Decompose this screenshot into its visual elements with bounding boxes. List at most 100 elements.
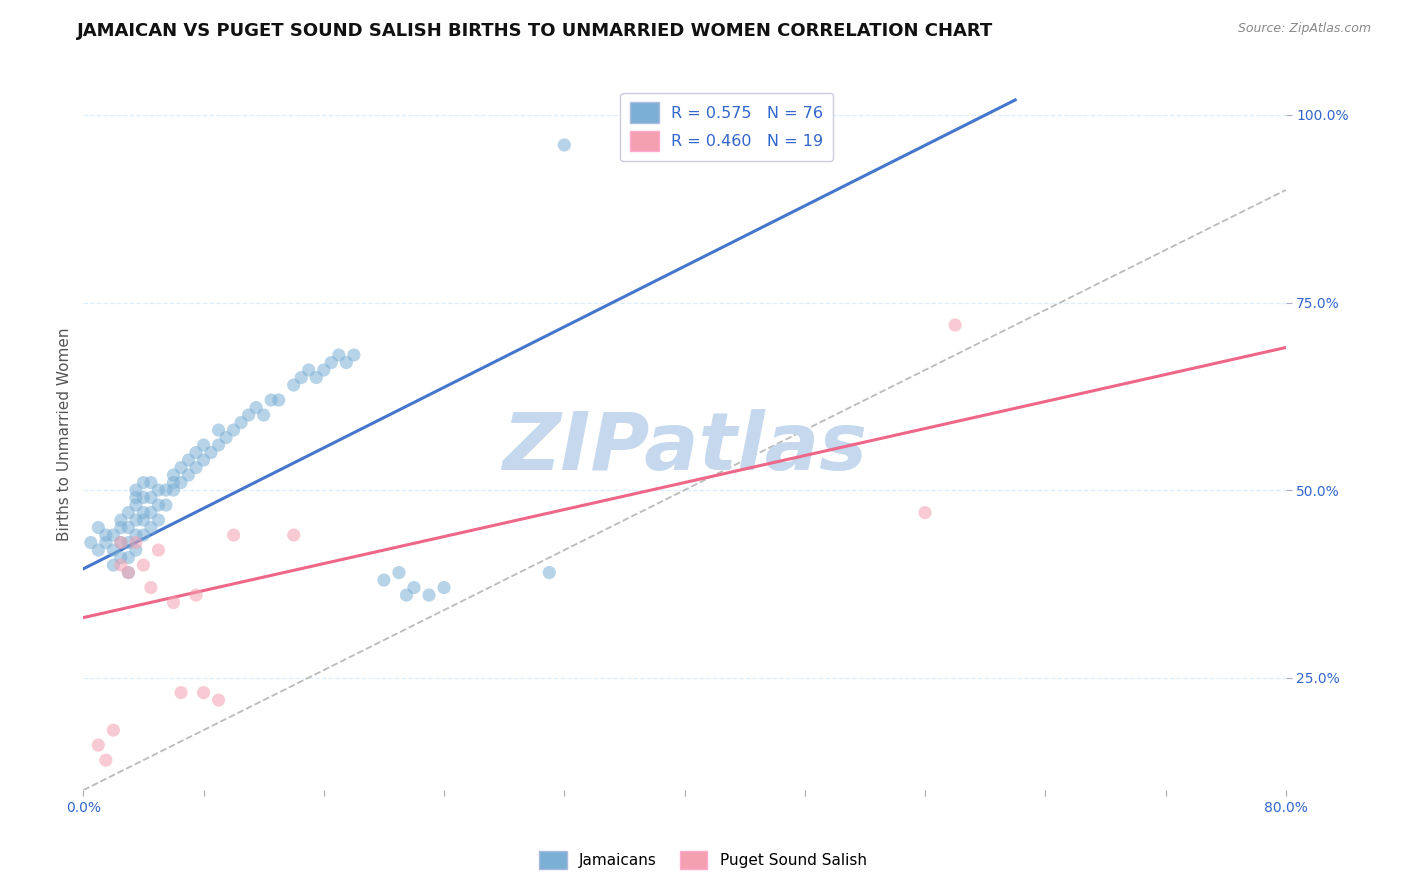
Point (125, 543, 148, 558)
Point (117, 520, 139, 534)
Point (110, 558, 132, 572)
Point (335, 355, 357, 369)
Point (148, 513, 170, 527)
Point (553, 138, 575, 153)
Point (290, 370, 312, 384)
Point (343, 348, 366, 362)
Legend: R = 0.575   N = 76, R = 0.460   N = 19: R = 0.575 N = 76, R = 0.460 N = 19 (620, 93, 834, 161)
Point (943, 318, 966, 332)
Point (110, 520, 132, 534)
Point (321, 355, 343, 369)
Point (125, 483, 148, 497)
Point (139, 506, 162, 520)
Point (418, 588, 440, 602)
Point (103, 528, 125, 542)
Point (125, 528, 148, 542)
Point (328, 348, 350, 362)
Point (177, 468, 200, 483)
Text: Source: ZipAtlas.com: Source: ZipAtlas.com (1237, 22, 1371, 36)
Point (162, 483, 184, 497)
Point (193, 685, 215, 699)
Point (125, 535, 148, 549)
Y-axis label: Births to Unmarried Women: Births to Unmarried Women (58, 327, 72, 541)
Point (184, 588, 207, 602)
Point (87, 738, 110, 752)
Point (267, 392, 290, 407)
Point (395, 588, 418, 602)
Point (222, 423, 245, 437)
Point (148, 498, 170, 512)
Point (170, 475, 193, 490)
Point (283, 378, 305, 392)
Point (177, 453, 200, 467)
Point (125, 498, 148, 512)
Point (125, 491, 148, 505)
Point (433, 581, 456, 595)
Point (110, 513, 132, 527)
Point (283, 528, 305, 542)
Point (94, 528, 117, 542)
Point (139, 491, 162, 505)
Point (117, 535, 139, 549)
Point (373, 573, 395, 587)
Point (260, 392, 283, 407)
Point (238, 408, 260, 422)
Point (139, 520, 162, 534)
Point (132, 528, 155, 542)
Point (184, 460, 207, 475)
Point (139, 581, 162, 595)
Point (170, 460, 193, 475)
Point (132, 558, 155, 572)
Point (184, 445, 207, 459)
Point (215, 431, 238, 445)
Point (207, 423, 229, 437)
Point (87, 520, 110, 534)
Point (388, 566, 411, 580)
Point (162, 596, 184, 610)
Point (162, 468, 184, 483)
Point (132, 513, 155, 527)
Text: ZIPatlas: ZIPatlas (502, 409, 868, 487)
Point (103, 723, 125, 738)
Point (229, 416, 252, 430)
Point (132, 491, 155, 505)
Point (245, 401, 267, 415)
Point (155, 498, 177, 512)
Point (139, 475, 162, 490)
Point (110, 535, 132, 549)
Point (148, 543, 170, 558)
Legend: Jamaicans, Puget Sound Salish: Jamaicans, Puget Sound Salish (533, 845, 873, 875)
Point (170, 685, 193, 699)
Point (80, 535, 103, 549)
Point (207, 693, 229, 707)
Point (132, 506, 155, 520)
Point (207, 438, 229, 452)
Point (193, 453, 215, 467)
Point (162, 475, 184, 490)
Point (312, 363, 335, 377)
Point (103, 558, 125, 572)
Point (155, 483, 177, 497)
Point (117, 506, 139, 520)
Point (402, 581, 425, 595)
Point (132, 475, 155, 490)
Point (103, 543, 125, 558)
Point (94, 535, 117, 549)
Point (117, 550, 139, 565)
Point (110, 550, 132, 565)
Point (200, 445, 222, 459)
Point (94, 753, 117, 767)
Point (148, 483, 170, 497)
Point (117, 566, 139, 580)
Point (253, 408, 276, 422)
Point (914, 506, 936, 520)
Point (305, 370, 328, 384)
Text: JAMAICAN VS PUGET SOUND SALISH BIRTHS TO UNMARRIED WOMEN CORRELATION CHART: JAMAICAN VS PUGET SOUND SALISH BIRTHS TO… (77, 22, 994, 40)
Point (125, 513, 148, 527)
Point (193, 438, 215, 452)
Point (110, 535, 132, 549)
Point (538, 566, 561, 580)
Point (298, 363, 321, 377)
Point (87, 543, 110, 558)
Point (222, 528, 245, 542)
